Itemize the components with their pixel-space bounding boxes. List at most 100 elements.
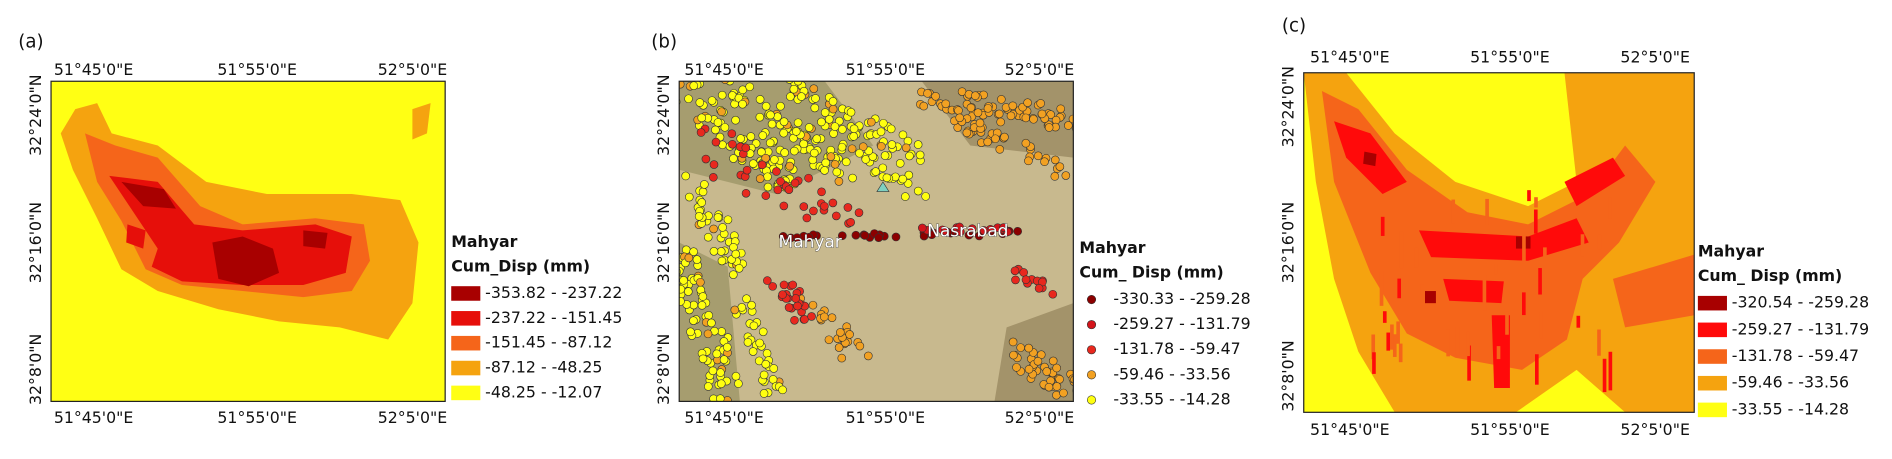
measurement-point <box>761 359 771 369</box>
displacement-streak <box>1482 274 1487 311</box>
legend-swatch <box>451 286 481 301</box>
y-tick-label: 32°24'0"N <box>654 75 673 156</box>
measurement-point <box>1037 109 1047 119</box>
measurement-point <box>1013 226 1023 236</box>
measurement-point <box>830 122 840 131</box>
measurement-point <box>849 124 859 134</box>
measurement-point <box>779 201 789 211</box>
measurement-point <box>819 312 829 322</box>
measurement-point <box>1048 289 1058 299</box>
measurement-point <box>761 101 771 111</box>
legend-swatch <box>1697 375 1727 391</box>
legend-subtitle: Cum_ Disp (mm) <box>1079 262 1223 281</box>
measurement-point <box>788 280 798 290</box>
measurement-point <box>996 117 1005 127</box>
measurement-point <box>716 394 725 402</box>
measurement-point <box>790 178 800 188</box>
legend-swatch <box>1697 402 1727 418</box>
measurement-point <box>808 300 818 310</box>
measurement-point <box>768 282 777 291</box>
measurement-point <box>1010 266 1020 276</box>
measurement-point <box>703 329 713 339</box>
y-tick-label: 32°24'0"N <box>26 75 45 156</box>
y-tick-label: 32°16'0"N <box>1279 202 1298 283</box>
legend-label: -259.27 - -131.79 <box>1113 314 1250 333</box>
measurement-point <box>748 159 758 168</box>
legend-swatch <box>1086 320 1097 330</box>
measurement-point <box>828 104 838 114</box>
measurement-point <box>855 148 864 158</box>
measurement-point <box>769 364 779 373</box>
measurement-point <box>759 389 769 398</box>
measurement-point <box>698 187 708 197</box>
displacement-streak <box>1494 263 1498 275</box>
measurement-point <box>694 212 704 221</box>
x-tick-label: 52°5'0"E <box>1005 60 1074 79</box>
measurement-point <box>718 223 727 232</box>
measurement-point <box>866 117 876 127</box>
measurement-point <box>717 90 727 100</box>
x-tick-label: 51°55'0"E <box>846 408 926 427</box>
measurement-point <box>882 173 892 183</box>
panel-label: (c) <box>1282 16 1306 37</box>
measurement-point <box>904 170 914 180</box>
displacement-streak <box>1535 354 1539 385</box>
measurement-point <box>793 118 803 128</box>
x-tick-label: 51°55'0"E <box>1470 420 1550 439</box>
measurement-point <box>941 99 951 109</box>
measurement-point <box>836 328 845 337</box>
legend-swatch <box>1697 322 1727 338</box>
map-area: Mahyar Nasrabad <box>679 81 1074 402</box>
measurement-point <box>776 101 785 111</box>
x-tick-label: 51°45'0"E <box>54 408 134 427</box>
measurement-point <box>921 192 930 201</box>
displacement-zone <box>1321 90 1656 370</box>
measurement-point <box>810 103 820 113</box>
measurement-point <box>791 294 801 303</box>
measurement-point <box>799 202 809 211</box>
measurement-point <box>848 173 857 183</box>
measurement-point <box>755 338 764 348</box>
measurement-point <box>1021 138 1031 148</box>
measurement-point <box>793 81 803 86</box>
displacement-streak <box>1580 234 1585 257</box>
measurement-point <box>979 226 989 235</box>
legend-label: -33.55 - -14.28 <box>1732 399 1849 418</box>
measurement-point <box>755 112 765 122</box>
measurement-point <box>757 160 767 170</box>
measurement-point <box>785 81 794 84</box>
displacement-streak <box>1392 334 1397 357</box>
displacement-streak <box>1608 351 1613 391</box>
measurement-point <box>776 177 785 186</box>
measurement-point <box>829 129 838 138</box>
measurement-point <box>746 132 756 141</box>
measurement-point <box>679 297 685 306</box>
measurement-point <box>763 182 773 192</box>
measurement-point <box>824 115 834 124</box>
measurement-point <box>846 217 855 227</box>
displacement-streak <box>1390 324 1394 350</box>
measurement-point <box>791 127 801 136</box>
measurement-point <box>698 354 708 364</box>
place-name: Nasrabad <box>927 222 1008 242</box>
y-tick-label: 32°8'0"N <box>1279 340 1298 411</box>
measurement-point <box>820 201 829 211</box>
measurement-point <box>738 99 747 109</box>
measurement-point <box>709 224 718 234</box>
measurement-point <box>1044 382 1054 392</box>
measurement-point <box>983 104 993 113</box>
measurement-point <box>729 270 738 279</box>
measurement-point <box>711 137 721 147</box>
measurement-point <box>789 146 799 156</box>
measurement-point <box>716 379 726 389</box>
measurement-point <box>811 94 820 103</box>
measurement-point <box>834 177 844 186</box>
y-tick-label: 32°8'0"N <box>26 334 45 405</box>
displacement-streak <box>1455 326 1460 356</box>
measurement-point <box>841 157 851 167</box>
displacement-streak <box>1380 216 1385 236</box>
x-tick-label: 51°45'0"E <box>684 408 764 427</box>
measurement-point <box>1008 337 1018 347</box>
measurement-point <box>898 174 908 184</box>
measurement-point <box>832 167 842 177</box>
